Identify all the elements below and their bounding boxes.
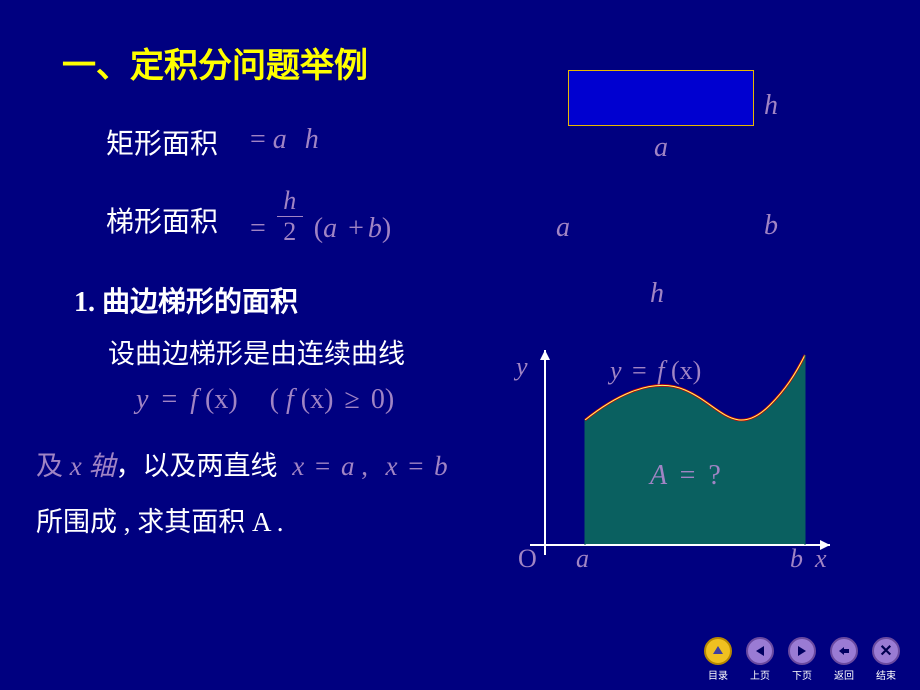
paren-x: (x)	[205, 384, 238, 415]
rect-a-label: a	[654, 132, 668, 164]
nav-toc-button[interactable]: 目录	[704, 637, 732, 682]
eq1: =	[315, 451, 330, 481]
trap-a-label: a	[556, 212, 570, 244]
rectangle-diagram	[568, 70, 754, 126]
trap-b-label: b	[764, 210, 778, 242]
paren-x2: (x)	[301, 384, 334, 415]
eq: =	[161, 384, 177, 415]
eq-sign: =	[250, 213, 266, 244]
var-a: a	[341, 451, 355, 481]
nav-toc-label: 目录	[708, 667, 728, 682]
rparen: )	[382, 213, 391, 244]
nav-back-button[interactable]: 返回	[830, 637, 858, 682]
var-x1: x	[292, 451, 304, 481]
func-y: y	[610, 356, 622, 385]
plus: +	[348, 213, 364, 244]
xaxis: x 轴	[63, 451, 115, 481]
x-axis-label: x	[815, 544, 827, 574]
var-x2: x	[385, 451, 397, 481]
lparen: (	[270, 384, 279, 415]
toc-icon	[704, 637, 732, 665]
area-q: ?	[708, 460, 720, 491]
page-title: 一、定积分问题举例	[62, 38, 368, 87]
area-label: A = ?	[650, 460, 721, 492]
func-eq: =	[632, 356, 647, 385]
nav-next-button[interactable]: 下页	[788, 637, 816, 682]
origin-label: O	[518, 544, 537, 574]
var-h: h	[305, 124, 319, 155]
lparen: (	[314, 213, 323, 244]
body-line2: 及 x 轴，以及两直线 x = a , x = b	[36, 444, 448, 483]
trap-area-label: 梯形面积	[106, 200, 218, 240]
nav-prev-button[interactable]: 上页	[746, 637, 774, 682]
body-line1: 设曲边梯形是由连续曲线	[108, 332, 405, 371]
a-axis-label: a	[576, 544, 589, 574]
nav-prev-label: 上页	[750, 667, 770, 682]
frac-num: h	[277, 186, 303, 216]
back-icon	[830, 637, 858, 665]
func-label: y = f (x)	[610, 356, 701, 386]
b-axis-label: b	[790, 544, 803, 574]
rect-area-label: 矩形面积	[106, 122, 218, 162]
rect-area-formula: = a h	[250, 124, 319, 156]
nav-end-label: 结束	[876, 667, 896, 682]
var-a: a	[273, 124, 287, 155]
area-A: A	[650, 460, 667, 491]
nav-bar: 目录 上页 下页 返回 ✕ 结束	[704, 637, 900, 682]
body-formula1: y = f (x) ( f (x) ≥ 0)	[136, 384, 394, 416]
trap-h-label: h	[650, 278, 664, 310]
area-eq: =	[680, 460, 696, 491]
var-f: f	[190, 384, 198, 415]
y-axis-label: y	[516, 352, 528, 382]
nav-next-label: 下页	[792, 667, 812, 682]
var-b: b	[434, 451, 448, 481]
eq2: =	[408, 451, 423, 481]
var-f2: f	[286, 384, 294, 415]
func-x: (x)	[671, 356, 701, 385]
nav-end-button[interactable]: ✕ 结束	[872, 637, 900, 682]
nav-back-label: 返回	[834, 667, 854, 682]
comma: ,	[361, 451, 368, 481]
y-arrow	[540, 350, 550, 360]
ge: ≥	[344, 384, 359, 415]
zero: 0)	[371, 384, 394, 415]
frac-den: 2	[277, 217, 303, 247]
subtitle: 1. 曲边梯形的面积	[74, 280, 298, 320]
prev-icon	[746, 637, 774, 665]
prefix: 及	[36, 451, 63, 481]
var-y: y	[136, 384, 148, 415]
func-f: f	[657, 356, 664, 385]
curve-trapezoid-chart: y x O a b y = f (x) A = ?	[510, 340, 840, 570]
eq-sign: =	[250, 124, 266, 155]
body-line3: 所围成 , 求其面积 A .	[36, 500, 284, 539]
var-b: b	[368, 213, 382, 244]
mid: ，以及两直线	[115, 451, 277, 481]
trap-area-formula: = h 2 (a +b)	[250, 186, 391, 247]
end-icon: ✕	[872, 637, 900, 665]
var-a: a	[323, 213, 337, 244]
rect-h-label: h	[764, 90, 778, 122]
next-icon	[788, 637, 816, 665]
